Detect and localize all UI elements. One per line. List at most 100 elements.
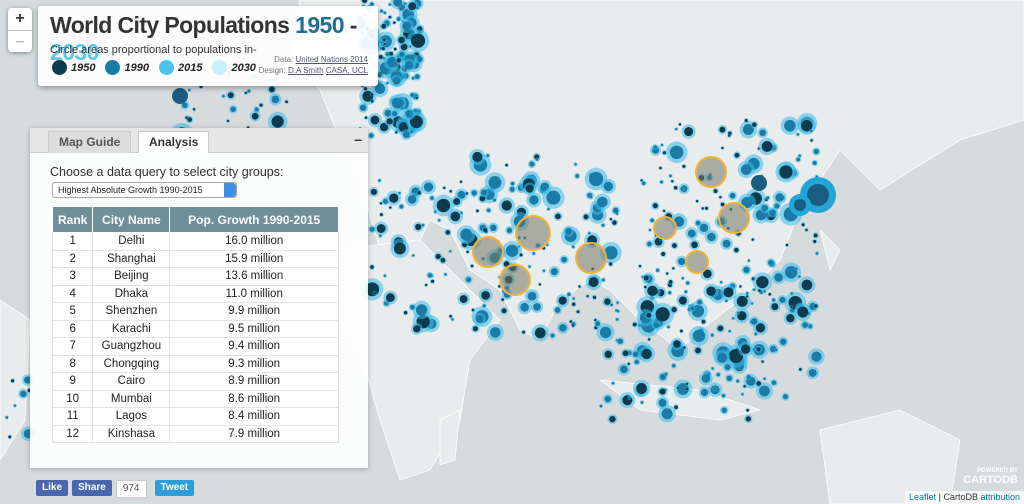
city-circle xyxy=(529,195,539,205)
city-circle xyxy=(567,292,571,297)
city-circle xyxy=(547,207,550,211)
collapse-button[interactable]: – xyxy=(354,131,362,147)
table-cell: 5 xyxy=(51,302,94,321)
city-circle xyxy=(660,180,664,184)
city-circle xyxy=(754,332,758,336)
city-circle xyxy=(471,190,477,196)
city-circle xyxy=(761,360,764,363)
table-row: 6 Karachi 9.5 million xyxy=(51,319,339,338)
city-circle xyxy=(459,295,468,303)
designer[interactable]: D.A Smith xyxy=(287,66,324,75)
city-circle xyxy=(814,304,818,308)
city-circle xyxy=(721,394,726,398)
query-select[interactable]: Highest Absolute Growth 1990-2015 xyxy=(52,182,237,198)
city-circle xyxy=(503,261,510,267)
legend-label: 1990 xyxy=(124,61,149,74)
highlighted-cities xyxy=(472,156,750,296)
table-cell: Shanghai xyxy=(92,249,171,268)
table-cell: 8 xyxy=(51,354,94,373)
zoom-in[interactable]: + xyxy=(15,10,25,27)
city-circle xyxy=(421,223,425,227)
city-circle xyxy=(759,385,770,397)
city-circle xyxy=(603,181,614,192)
city-circle xyxy=(370,188,378,195)
city-circle xyxy=(750,318,758,325)
tab-active[interactable]: Analysis xyxy=(138,131,210,153)
zoom-out[interactable]: – xyxy=(8,30,32,53)
city-circle xyxy=(475,315,484,323)
city-circle xyxy=(527,291,537,301)
city-circle xyxy=(615,318,619,321)
city-circle xyxy=(647,285,658,297)
leaflet-link[interactable]: Leaflet xyxy=(909,492,937,502)
city-circle xyxy=(795,267,798,270)
table-cell: 1 xyxy=(51,232,94,251)
city-circle xyxy=(667,325,670,329)
city-circle xyxy=(489,327,501,338)
city-circle xyxy=(554,307,561,313)
city-circle xyxy=(583,214,589,220)
city-circle xyxy=(430,279,435,283)
city-circle xyxy=(723,287,734,298)
institution[interactable]: CASA, UCL xyxy=(325,66,368,75)
city-circle xyxy=(678,296,687,305)
city-circle xyxy=(719,126,726,133)
table-cell: 9.4 million xyxy=(169,337,339,356)
city-circle xyxy=(251,112,259,120)
city-circle xyxy=(668,280,673,284)
legend-item: 2015 xyxy=(158,60,203,75)
city-circle xyxy=(673,216,685,227)
city-circle xyxy=(271,95,280,104)
city-circle xyxy=(805,228,808,232)
city-circle xyxy=(798,154,801,158)
city-circle xyxy=(752,288,756,291)
table-cell: 11 xyxy=(51,407,94,426)
city-circle xyxy=(599,404,603,408)
city-circle xyxy=(746,374,751,379)
legend-swatch xyxy=(52,60,67,75)
city-circle xyxy=(398,36,405,44)
data-source[interactable]: United Nations 2014 xyxy=(295,55,369,64)
table-cell: Delhi xyxy=(92,232,171,251)
tweet-button[interactable]: Tweet xyxy=(154,480,195,496)
tab[interactable]: Map Guide xyxy=(48,131,132,153)
city-circle xyxy=(609,415,616,423)
city-circle xyxy=(588,277,599,288)
city-circle xyxy=(690,306,695,311)
city-circle xyxy=(435,253,441,260)
results-table: Rank City Name Pop. Growth 1990-2015 1 Delh… xyxy=(51,206,339,443)
share-button[interactable]: Share xyxy=(72,480,112,496)
city-circle xyxy=(801,223,805,227)
city-circle xyxy=(440,257,446,263)
city-circle xyxy=(636,383,647,394)
city-circle xyxy=(505,244,519,257)
city-circle xyxy=(453,197,461,206)
city-circle xyxy=(716,372,721,377)
city-circle xyxy=(679,329,683,333)
like-button[interactable]: Like xyxy=(36,480,69,496)
city-circle xyxy=(684,290,688,294)
city-circle xyxy=(801,120,813,132)
city-circle xyxy=(402,21,412,31)
city-circle xyxy=(680,187,684,191)
city-circle xyxy=(519,253,523,257)
city-circle xyxy=(632,322,637,327)
city-circle xyxy=(703,269,712,279)
city-circle xyxy=(472,151,483,162)
city-circle xyxy=(376,224,386,233)
table-cell: 9.9 million xyxy=(169,302,339,321)
city-circle xyxy=(734,247,739,253)
header: World City Populations 1950 - 2030 Circl… xyxy=(38,6,378,86)
city-circle xyxy=(665,272,669,275)
city-circle xyxy=(383,274,387,277)
city-circle xyxy=(713,387,716,391)
city-circle xyxy=(648,228,652,232)
city-circle xyxy=(710,333,714,337)
attribution-link[interactable]: attribution xyxy=(980,492,1020,502)
city-circle xyxy=(476,209,479,213)
city-circle xyxy=(382,38,386,42)
city-circle xyxy=(669,174,672,178)
city-circle xyxy=(370,93,374,96)
legend-label: 2015 xyxy=(177,61,203,74)
